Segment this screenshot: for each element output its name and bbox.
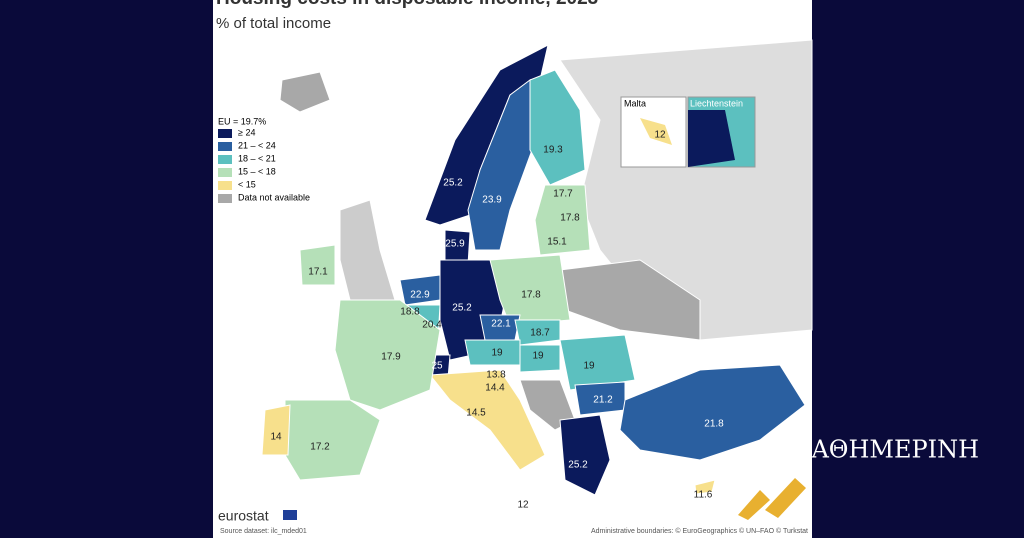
region-label: 25.9 (445, 239, 465, 250)
region-label: 18.7 (530, 328, 550, 339)
region-label: 19 (583, 361, 595, 372)
legend-label: < 15 (238, 179, 256, 189)
shapes (261, 39, 813, 496)
subtitle: % of total income (216, 15, 331, 32)
region-label: 19 (491, 348, 503, 359)
legend-eu: EU = 19.7% (218, 116, 266, 126)
region-label: 18.8 (400, 307, 420, 318)
inset-value: 12 (654, 130, 666, 141)
region-label: 14.4 (485, 383, 505, 394)
region-label: 23.9 (482, 195, 502, 206)
legend-label: 21 – < 24 (238, 140, 276, 150)
legend: EU = 19.7% ≥ 24 21 – < 24 18 – < 21 15 – < … (218, 116, 310, 203)
labels: 25.2 23.9 19.3 17.7 17.8 15.1 25.9 17.1 … (270, 145, 724, 511)
region-label: 25 (431, 361, 443, 372)
region-label: 19 (532, 351, 544, 362)
region-label: 21.8 (704, 419, 724, 430)
region-label: 17.8 (560, 213, 580, 224)
legend-label: Data not available (238, 192, 310, 202)
region-label: 25.2 (452, 303, 472, 314)
inset-shape (640, 118, 672, 145)
region-label: 25.2 (443, 178, 463, 189)
inset-title: Malta (624, 98, 646, 108)
eu-flag (283, 510, 297, 520)
credits: Administrative boundaries: © EuroGeograp… (591, 527, 808, 535)
brand-mark (738, 478, 806, 520)
region-label: 12 (517, 500, 529, 511)
region-label: 22.9 (410, 290, 430, 301)
region-label: 21.2 (593, 395, 613, 406)
source: Source dataset: ilc_mded01 (220, 528, 307, 535)
region-label: 22.1 (491, 319, 511, 330)
region-label: 17.9 (381, 352, 401, 363)
region-label: 13.8 (486, 370, 506, 381)
legend-label: 18 – < 21 (238, 153, 276, 163)
legend-swatch (218, 155, 232, 164)
region-label: 11.6 (694, 490, 713, 501)
region-label: 19.3 (543, 145, 563, 156)
region-label: 17.1 (308, 267, 328, 278)
legend-label: ≥ 24 (238, 127, 255, 137)
region-label: 17.8 (521, 290, 541, 301)
legend-swatch (218, 129, 232, 138)
insets: Malta 12 Liechtenstein (620, 96, 756, 168)
inset-title: Liechtenstein (690, 98, 743, 108)
region-label: 15.1 (547, 237, 567, 248)
region-label: 25.2 (568, 460, 588, 471)
legend-label: 15 – < 18 (238, 166, 276, 176)
region-label: 20.4 (422, 320, 442, 331)
legend-swatch (218, 181, 232, 190)
brand: Η ΚΑΘΗΜΕΡΙΝΗ (765, 436, 979, 464)
region-label: 14.5 (466, 408, 486, 419)
legend-swatch (218, 142, 232, 151)
region-label: 14 (270, 432, 282, 443)
region-label: 17.7 (553, 189, 573, 200)
logo: eurostat (218, 508, 269, 524)
region-label: 17.2 (310, 442, 330, 453)
legend-swatch (218, 194, 232, 203)
legend-swatch (218, 168, 232, 177)
title: Housing costs in disposable income, 2023 (216, 0, 598, 9)
inset-shape (688, 110, 735, 167)
